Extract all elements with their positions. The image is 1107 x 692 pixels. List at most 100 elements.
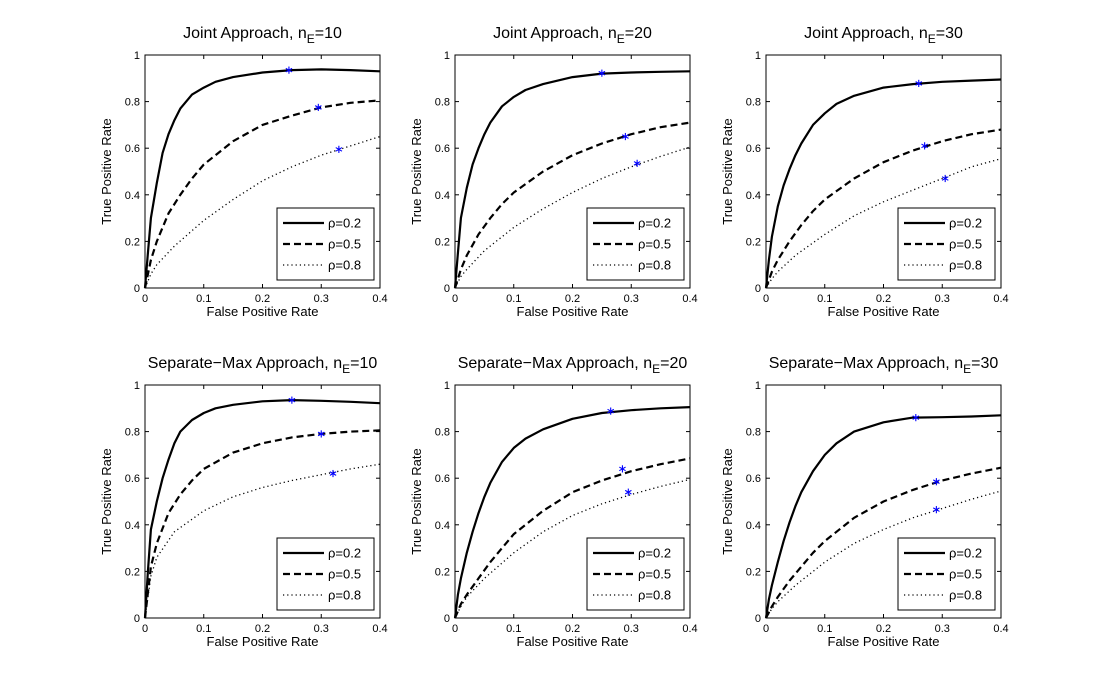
- chart-6-ytick-label-5: 1: [755, 380, 761, 392]
- chart-4-series-1-marker: [288, 396, 296, 404]
- chart-1-legend-label-1: ρ=0.2: [328, 216, 361, 231]
- chart-5-ytick-label-2: 0.4: [435, 520, 450, 532]
- chart-6-ylabel: True Positive Rate: [720, 448, 735, 554]
- chart-5-legend-label-1: ρ=0.2: [638, 546, 671, 561]
- chart-2-ytick-label-1: 0.2: [435, 236, 450, 248]
- chart-5-xtick-label-1: 0.1: [506, 623, 521, 635]
- chart-5-legend-label-2: ρ=0.5: [638, 567, 671, 582]
- chart-3-xtick-label-1: 0.1: [817, 293, 832, 305]
- chart-6-series-3-line: [765, 490, 1002, 619]
- chart-3-xtick-label-4: 0.4: [993, 293, 1008, 305]
- chart-2-xtick-label-4: 0.4: [682, 293, 697, 305]
- chart-1-series-2-line: [143, 99, 381, 289]
- chart-1-legend-label-2: ρ=0.5: [328, 237, 361, 252]
- chart-3-ylabel: True Positive Rate: [720, 118, 735, 224]
- chart-1-xtick-label-0: 0: [142, 293, 148, 305]
- chart-1-series-3-line: [144, 135, 381, 289]
- chart-1-legend-label-3: ρ=0.8: [328, 258, 361, 273]
- chart-3-legend-box: [897, 207, 996, 281]
- chart-5-title: Separate−Max Approach, nE=20: [458, 355, 688, 376]
- chart-3-xlabel: False Positive Rate: [828, 304, 940, 319]
- chart-5-ytick-label-5: 1: [444, 380, 450, 392]
- chart-1-series-1-line: [143, 68, 381, 289]
- chart-1-xtick-label-4: 0.4: [372, 293, 387, 305]
- chart-2-xtick-label-3: 0.3: [624, 293, 639, 305]
- chart-5-xtick-label-0: 0: [452, 623, 458, 635]
- chart-3-legend: ρ=0.2 ρ=0.5 ρ=0.8: [897, 207, 996, 281]
- chart-6-xtick-label-1: 0.1: [817, 623, 832, 635]
- chart-4-legend-label-3: ρ=0.8: [328, 588, 361, 603]
- chart-3-legend-label-1: ρ=0.2: [949, 216, 982, 231]
- chart-5-series-2-line: [453, 457, 691, 619]
- chart-6-xtick-label-0: 0: [763, 623, 769, 635]
- chart-4-legend-box: [276, 537, 375, 611]
- chart-1-ytick-label-5: 1: [134, 50, 140, 62]
- chart-5-xtick-label-3: 0.3: [624, 623, 639, 635]
- chart-2-legend-label-1: ρ=0.2: [638, 216, 671, 231]
- chart-5-series-1-marker: [607, 407, 615, 415]
- chart-4-xtick-label-0: 0: [142, 623, 148, 635]
- chart-4-legend-label-2: ρ=0.5: [328, 567, 361, 582]
- chart-5-legend-label-3: ρ=0.8: [638, 588, 671, 603]
- chart-5-legend: ρ=0.2 ρ=0.5 ρ=0.8: [586, 537, 685, 611]
- chart-2-series-2-line: [453, 121, 691, 289]
- chart-5-series-2-marker: [619, 465, 626, 473]
- chart-6-legend-label-3: ρ=0.8: [949, 588, 982, 603]
- chart-3-title: Joint Approach, nE=30: [804, 25, 963, 46]
- chart-3-xtick-label-3: 0.3: [935, 293, 950, 305]
- chart-4-xtick-label-2: 0.2: [255, 623, 270, 635]
- chart-3-ytick-label-3: 0.6: [746, 143, 761, 155]
- chart-3-series-2-marker: [921, 142, 929, 150]
- chart-2-xtick-label-0: 0: [452, 293, 458, 305]
- chart-6-series-1-marker: [912, 414, 920, 422]
- chart-6-series-2-line: [765, 466, 1002, 619]
- chart-5: 0 0.1 0.2 0.3 0.4 0 0.2 0.4 0.6 0.8 1 False Positiv…: [409, 355, 698, 649]
- chart-4-xtick-label-3: 0.3: [314, 623, 329, 635]
- chart-5-ytick-label-3: 0.6: [435, 473, 450, 485]
- chart-5-ytick-label-1: 0.2: [435, 566, 450, 578]
- chart-2-ytick-label-4: 0.8: [435, 97, 450, 109]
- chart-4-ytick-label-5: 1: [134, 380, 140, 392]
- chart-4-series-2-marker: [317, 430, 325, 438]
- chart-3-ytick-label-0: 0: [755, 283, 761, 295]
- chart-3-ytick-label-4: 0.8: [746, 97, 761, 109]
- chart-5-ytick-label-4: 0.8: [435, 427, 450, 439]
- chart-4-series-1-line: [143, 399, 381, 619]
- chart-3-xtick-label-0: 0: [763, 293, 769, 305]
- chart-3-legend-label-3: ρ=0.8: [949, 258, 982, 273]
- chart-6-ytick-label-4: 0.8: [746, 427, 761, 439]
- chart-2-title: Joint Approach, nE=20: [493, 25, 652, 46]
- chart-1-ytick-label-3: 0.6: [125, 143, 140, 155]
- chart-6-series-1-line: [764, 414, 1002, 619]
- chart-3-series-3-line: [765, 158, 1002, 289]
- chart-1-ytick-label-0: 0: [134, 283, 140, 295]
- chart-6-title: Separate−Max Approach, nE=30: [769, 355, 999, 376]
- chart-6-xtick-label-2: 0.2: [876, 623, 891, 635]
- chart-1: 0 0.1 0.2 0.3 0.4 0 0.2 0.4 0.6 0.8 1 False Positiv…: [99, 25, 388, 319]
- chart-4-ylabel: True Positive Rate: [99, 448, 114, 554]
- chart-6-series-3-marker: [932, 506, 940, 514]
- chart-2-series-1-marker: [598, 69, 606, 77]
- chart-2-legend-label-3: ρ=0.8: [638, 258, 671, 273]
- chart-6-xtick-label-3: 0.3: [935, 623, 950, 635]
- chart-6-xtick-label-4: 0.4: [993, 623, 1008, 635]
- chart-4-xtick-label-1: 0.1: [196, 623, 211, 635]
- chart-4-ytick-label-3: 0.6: [125, 473, 140, 485]
- chart-1-xtick-label-2: 0.2: [255, 293, 270, 305]
- chart-5-xtick-label-2: 0.2: [565, 623, 580, 635]
- chart-1-ylabel: True Positive Rate: [99, 118, 114, 224]
- chart-1-ytick-label-1: 0.2: [125, 236, 140, 248]
- chart-6-ytick-label-1: 0.2: [746, 566, 761, 578]
- chart-4-ytick-label-1: 0.2: [125, 566, 140, 578]
- chart-4-series-3-line: [144, 463, 381, 619]
- chart-2-series-1-line: [453, 70, 691, 289]
- chart-1-title: Joint Approach, nE=10: [183, 25, 342, 46]
- chart-6-xlabel: False Positive Rate: [828, 634, 940, 649]
- chart-2-xlabel: False Positive Rate: [517, 304, 629, 319]
- chart-3-ytick-label-2: 0.4: [746, 190, 761, 202]
- chart-3-series-1-line: [764, 78, 1002, 289]
- chart-4-xtick-label-4: 0.4: [372, 623, 387, 635]
- chart-6: 0 0.1 0.2 0.3 0.4 0 0.2 0.4 0.6 0.8 1 False Positiv…: [720, 355, 1009, 649]
- chart-4-title: Separate−Max Approach, nE=10: [148, 355, 378, 376]
